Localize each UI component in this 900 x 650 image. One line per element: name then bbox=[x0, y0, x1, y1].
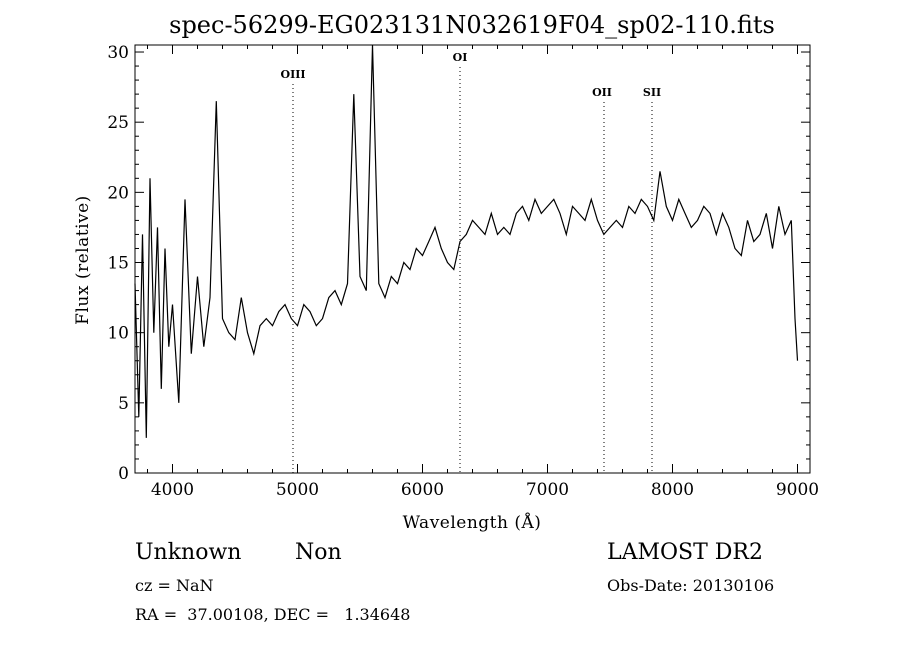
y-tick-label: 30 bbox=[107, 43, 129, 63]
x-tick-label: 8000 bbox=[651, 480, 694, 500]
obs-date: Obs-Date: 20130106 bbox=[607, 576, 775, 595]
y-tick-label: 15 bbox=[107, 254, 129, 274]
y-tick-label: 10 bbox=[107, 324, 129, 344]
plot-frame bbox=[134, 44, 811, 474]
y-tick-label: 25 bbox=[107, 113, 129, 133]
y-tick-label: 0 bbox=[118, 464, 129, 484]
x-tick-label: 7000 bbox=[526, 480, 569, 500]
line-label-oii: OII bbox=[592, 86, 612, 99]
spectrum-series bbox=[134, 44, 799, 438]
x-axis-label: Wavelength (Å) bbox=[403, 512, 542, 533]
x-tick-label: 9000 bbox=[776, 480, 819, 500]
x-tick-label: 6000 bbox=[401, 480, 444, 500]
y-tick-label: 5 bbox=[118, 394, 129, 414]
y-tick-label: 20 bbox=[107, 183, 129, 203]
ra-dec-value: RA = 37.00108, DEC = 1.34648 bbox=[135, 605, 411, 624]
chart-title: spec-56299-EG023131N032619F04_sp02-110.f… bbox=[169, 11, 775, 39]
class-label: Unknown bbox=[135, 540, 242, 565]
emission-line-markers: OIII OI OII SII bbox=[280, 51, 661, 473]
survey-label: LAMOST DR2 bbox=[607, 540, 763, 565]
line-label-oiii: OIII bbox=[280, 68, 305, 81]
cz-value: cz = NaN bbox=[135, 576, 214, 595]
axes: 4000 5000 6000 7000 8000 9000 0 5 10 15 20 25 30 bbox=[107, 43, 819, 500]
line-label-sii: SII bbox=[643, 86, 661, 99]
y-axis-label: Flux (relative) bbox=[73, 195, 93, 325]
spectrum-line bbox=[134, 44, 799, 438]
x-tick-label: 5000 bbox=[276, 480, 319, 500]
line-label-oi: OI bbox=[453, 51, 468, 64]
subclass-label: Non bbox=[295, 540, 342, 565]
x-tick-label: 4000 bbox=[151, 480, 194, 500]
